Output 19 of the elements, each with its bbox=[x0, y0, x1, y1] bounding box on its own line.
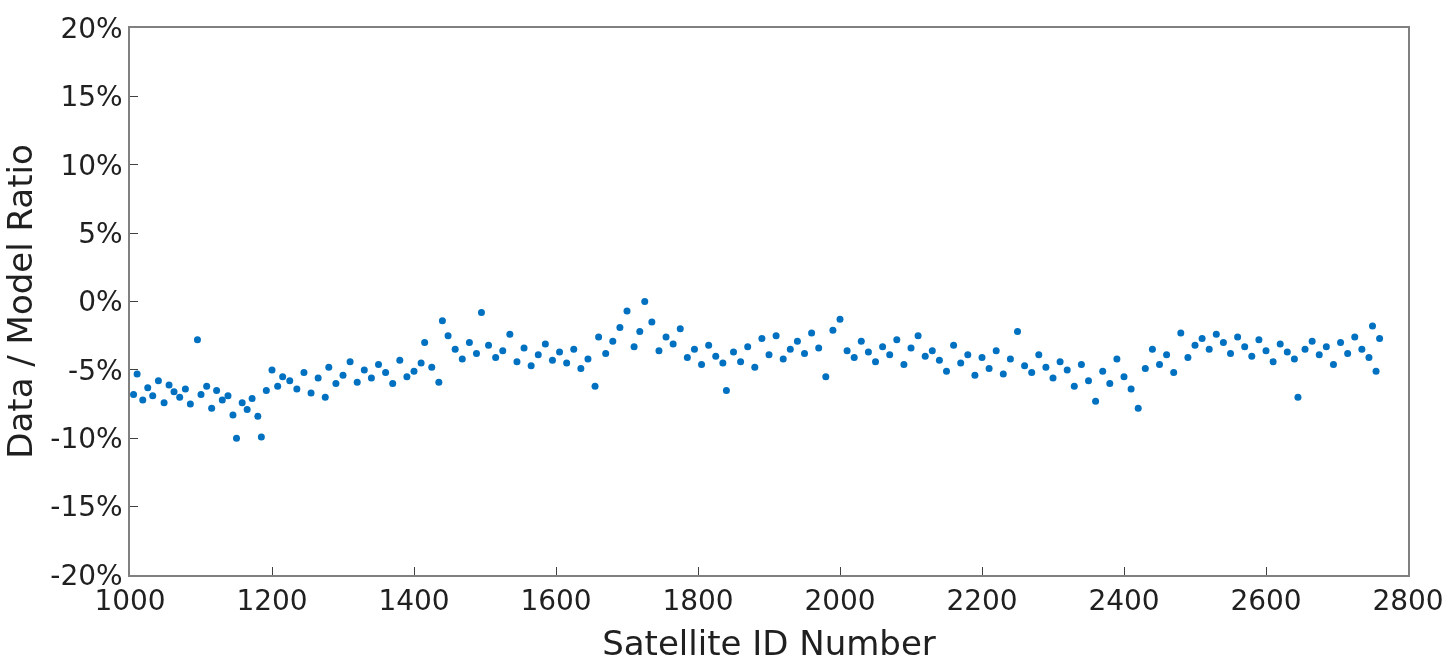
y-tick-label: 0% bbox=[78, 285, 123, 319]
x-tick-label: 1600 bbox=[520, 584, 592, 618]
x-tick-label: 2400 bbox=[1088, 584, 1160, 618]
x-tick-label: 2200 bbox=[946, 584, 1018, 618]
y-tick-label: -5% bbox=[68, 353, 123, 387]
x-tick-label: 1800 bbox=[662, 584, 734, 618]
y-tick-label: 20% bbox=[60, 11, 123, 45]
x-tick-label: 2600 bbox=[1230, 584, 1302, 618]
y-tick-label: -15% bbox=[50, 490, 123, 524]
x-axis-title: Satellite ID Number bbox=[602, 623, 936, 664]
x-tick-label: 2000 bbox=[804, 584, 876, 618]
y-tick-label: 15% bbox=[60, 80, 123, 114]
y-tick-label: -10% bbox=[50, 422, 123, 456]
x-tick-label: 1400 bbox=[378, 584, 450, 618]
y-tick-label: 10% bbox=[60, 148, 123, 182]
x-tick-label: 1200 bbox=[236, 584, 308, 618]
y-tick-label: 5% bbox=[78, 216, 123, 250]
x-tick-label: 2800 bbox=[1372, 584, 1444, 618]
y-axis-title: Data / Model Ratio bbox=[0, 144, 40, 459]
